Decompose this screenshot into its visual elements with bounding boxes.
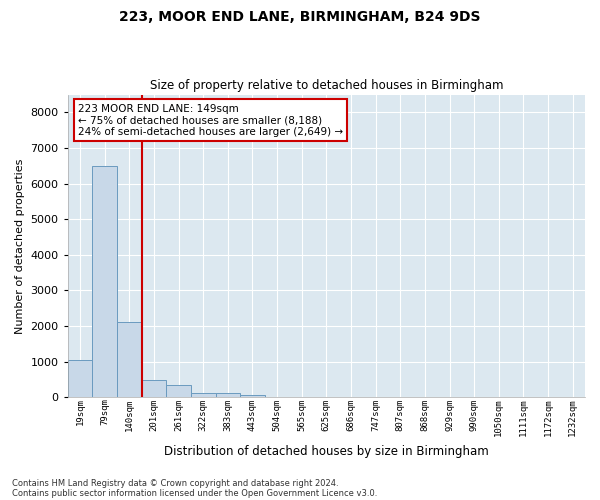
Text: Contains public sector information licensed under the Open Government Licence v3: Contains public sector information licen… xyxy=(12,488,377,498)
X-axis label: Distribution of detached houses by size in Birmingham: Distribution of detached houses by size … xyxy=(164,444,489,458)
Bar xyxy=(68,360,92,397)
Text: 223, MOOR END LANE, BIRMINGHAM, B24 9DS: 223, MOOR END LANE, BIRMINGHAM, B24 9DS xyxy=(119,10,481,24)
Text: 223 MOOR END LANE: 149sqm
← 75% of detached houses are smaller (8,188)
24% of se: 223 MOOR END LANE: 149sqm ← 75% of detac… xyxy=(78,104,343,137)
Bar xyxy=(142,380,166,397)
Title: Size of property relative to detached houses in Birmingham: Size of property relative to detached ho… xyxy=(149,79,503,92)
Bar xyxy=(166,386,191,397)
Bar xyxy=(92,166,117,397)
Bar xyxy=(191,392,215,397)
Y-axis label: Number of detached properties: Number of detached properties xyxy=(15,158,25,334)
Bar xyxy=(240,396,265,397)
Bar xyxy=(215,393,240,397)
Bar xyxy=(117,322,142,397)
Text: Contains HM Land Registry data © Crown copyright and database right 2024.: Contains HM Land Registry data © Crown c… xyxy=(12,478,338,488)
